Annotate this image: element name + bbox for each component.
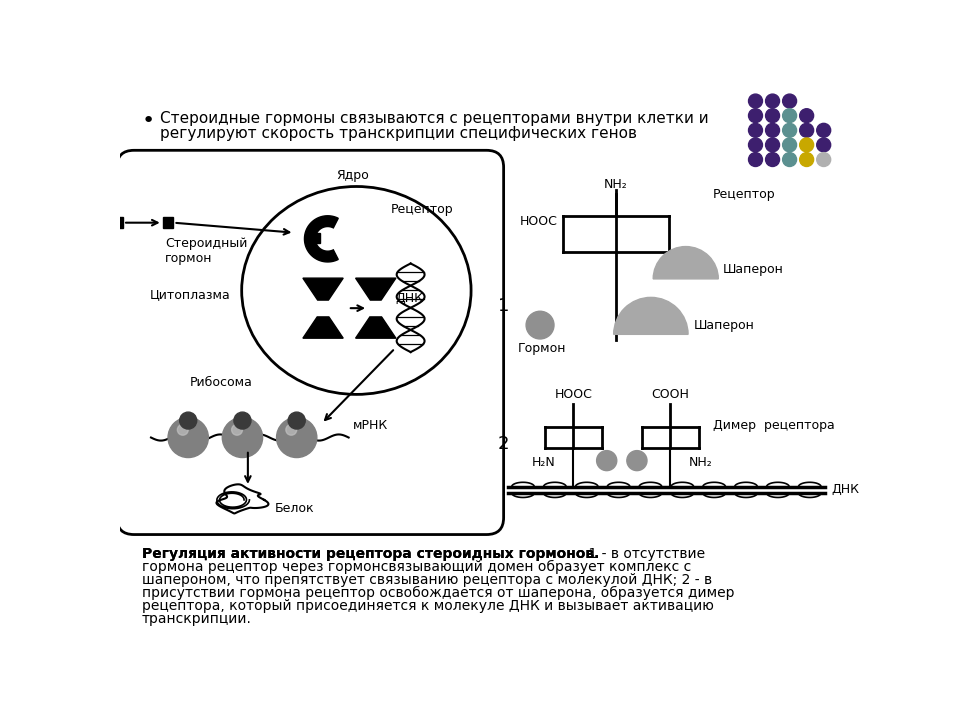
Text: транскрипции.: транскрипции. xyxy=(142,612,252,626)
Bar xyxy=(316,301,330,315)
Text: Рецептор: Рецептор xyxy=(392,203,454,216)
Circle shape xyxy=(782,109,797,122)
Circle shape xyxy=(749,153,762,166)
Text: Рецептор: Рецептор xyxy=(713,188,776,201)
Text: Гормон: Гормон xyxy=(517,342,565,355)
Circle shape xyxy=(749,94,762,108)
Polygon shape xyxy=(304,216,338,262)
Text: •: • xyxy=(142,111,155,131)
Text: HOOC: HOOC xyxy=(519,215,558,228)
Circle shape xyxy=(765,138,780,152)
Circle shape xyxy=(627,451,647,471)
Bar xyxy=(318,303,328,313)
Text: Димер  рецептора: Димер рецептора xyxy=(713,419,834,432)
Wedge shape xyxy=(653,246,718,279)
Text: NH₂: NH₂ xyxy=(688,456,712,469)
Circle shape xyxy=(765,94,780,108)
Polygon shape xyxy=(303,308,344,338)
Bar xyxy=(369,301,383,315)
Text: Шаперон: Шаперон xyxy=(723,263,783,276)
Text: мРНК: мРНК xyxy=(352,419,388,432)
Circle shape xyxy=(782,138,797,152)
Ellipse shape xyxy=(217,485,268,515)
Circle shape xyxy=(817,138,830,152)
Circle shape xyxy=(765,153,780,166)
Circle shape xyxy=(180,412,197,429)
Circle shape xyxy=(234,412,251,429)
Circle shape xyxy=(596,451,616,471)
Text: ДНК: ДНК xyxy=(831,483,859,496)
Text: Цитоплазма: Цитоплазма xyxy=(150,288,230,301)
Circle shape xyxy=(817,153,830,166)
Text: Регуляция активности рецептора стероидных гормонов.: Регуляция активности рецептора стероидны… xyxy=(142,547,599,561)
Text: Ядро: Ядро xyxy=(336,169,369,182)
Circle shape xyxy=(286,424,297,435)
Polygon shape xyxy=(355,278,396,308)
Ellipse shape xyxy=(242,186,471,395)
Circle shape xyxy=(276,418,317,457)
Text: 1: 1 xyxy=(498,297,510,315)
Text: COOH: COOH xyxy=(651,388,689,401)
Circle shape xyxy=(782,94,797,108)
Circle shape xyxy=(782,153,797,166)
FancyBboxPatch shape xyxy=(117,150,504,534)
Bar xyxy=(112,217,123,228)
Text: Стероидный
гормон: Стероидный гормон xyxy=(165,237,248,264)
Text: Регуляция активности рецептора стероидных гормонов.: Регуляция активности рецептора стероидны… xyxy=(142,547,599,561)
Text: Шаперон: Шаперон xyxy=(693,318,755,332)
Text: Белок: Белок xyxy=(275,502,315,515)
Bar xyxy=(311,233,320,243)
Bar xyxy=(162,217,174,228)
Text: Стероидные гормоны связываются с рецепторами внутри клетки и: Стероидные гормоны связываются с рецепто… xyxy=(160,111,708,126)
Circle shape xyxy=(800,109,814,122)
Circle shape xyxy=(168,418,208,457)
Text: HOOC: HOOC xyxy=(555,388,592,401)
Text: H₂N: H₂N xyxy=(531,456,555,469)
Circle shape xyxy=(765,123,780,138)
Wedge shape xyxy=(613,297,688,334)
Text: NH₂: NH₂ xyxy=(604,179,628,192)
Bar xyxy=(371,303,381,313)
Text: ДНК: ДНК xyxy=(396,292,423,305)
Text: гормона рецептор через гормонсвязывающий домен образует комплекс с: гормона рецептор через гормонсвязывающий… xyxy=(142,560,691,574)
Circle shape xyxy=(749,109,762,122)
Text: 1 - в отсутствие: 1 - в отсутствие xyxy=(585,547,706,561)
Circle shape xyxy=(800,138,814,152)
Text: рецептора, который присоединяется к молекуле ДНК и вызывает активацию: рецептора, который присоединяется к моле… xyxy=(142,599,713,613)
Circle shape xyxy=(765,109,780,122)
Text: 2: 2 xyxy=(498,436,510,454)
Text: присутствии гормона рецептор освобождается от шаперона, образуется димер: присутствии гормона рецептор освобождает… xyxy=(142,586,734,600)
Text: регулируют скорость транскрипции специфических генов: регулируют скорость транскрипции специфи… xyxy=(160,127,637,141)
Polygon shape xyxy=(303,278,344,308)
Circle shape xyxy=(526,311,554,339)
Circle shape xyxy=(288,412,305,429)
Circle shape xyxy=(817,123,830,138)
Circle shape xyxy=(800,153,814,166)
Circle shape xyxy=(749,123,762,138)
Circle shape xyxy=(231,424,243,435)
Circle shape xyxy=(800,123,814,138)
Circle shape xyxy=(223,418,263,457)
Text: Рибосома: Рибосома xyxy=(189,376,252,389)
Text: шапероном, что препятствует связыванию рецептора с молекулой ДНК; 2 - в: шапероном, что препятствует связыванию р… xyxy=(142,573,711,587)
Circle shape xyxy=(749,138,762,152)
Polygon shape xyxy=(355,308,396,338)
Circle shape xyxy=(178,424,188,435)
Circle shape xyxy=(782,123,797,138)
